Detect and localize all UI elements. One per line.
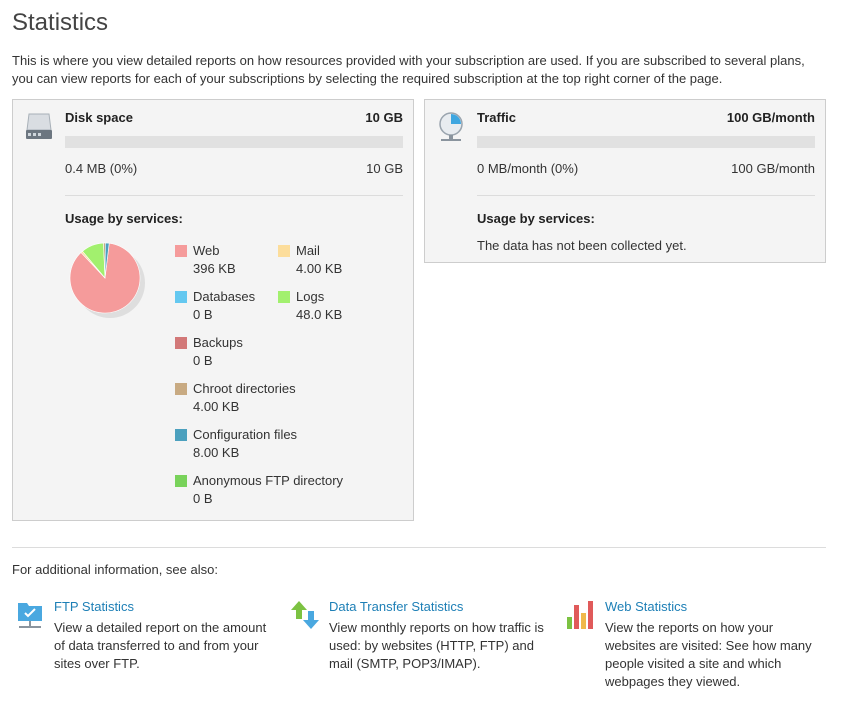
mail-swatch — [278, 245, 290, 257]
disk-used-value: 0.4 MB (0%) — [65, 161, 138, 176]
traffic-gauge-icon — [439, 112, 463, 141]
legend-label: Backups — [193, 335, 243, 350]
ftp-statistics-link[interactable]: FTP Statistics — [54, 599, 134, 614]
disk-usage-pie-chart — [69, 242, 145, 318]
backups-swatch — [175, 337, 187, 349]
disk-usage-by-services-title: Usage by services: — [65, 211, 183, 226]
disk-space-total: 10 GB — [365, 110, 403, 125]
legend-value: 0 B — [193, 353, 213, 368]
legend-value: 0 B — [193, 491, 213, 506]
config-files-swatch — [175, 429, 187, 441]
web-statistics-link[interactable]: Web Statistics — [605, 599, 688, 614]
legend-label: Web — [193, 243, 220, 258]
chroot-swatch — [175, 383, 187, 395]
disk-usage-bar — [65, 136, 403, 148]
legend-value: 4.00 KB — [193, 399, 240, 414]
ftp-statistics-description: View a detailed report on the amount of … — [54, 620, 267, 671]
pie-slice-configuration-files — [104, 242, 110, 279]
data-transfer-statistics-link[interactable]: Data Transfer Statistics — [329, 599, 464, 614]
legend-value: 396 KB — [193, 261, 236, 276]
legend-value: 8.00 KB — [193, 445, 240, 460]
logs-swatch — [278, 291, 290, 303]
see-also-label: For additional information, see also: — [12, 562, 218, 577]
traffic-used-value: 0 MB/month (0%) — [477, 161, 579, 176]
divider — [65, 195, 403, 196]
legend-label: Mail — [296, 243, 320, 258]
ftp-icon — [18, 603, 42, 628]
disk-space-label: Disk space — [65, 110, 133, 125]
web-swatch — [175, 245, 187, 257]
traffic-total: 100 GB/month — [726, 110, 815, 125]
disk-max-value: 10 GB — [366, 161, 403, 176]
traffic-panel: Traffic 100 GB/month 0 MB/month (0%) 100… — [424, 99, 826, 263]
divider — [477, 195, 815, 196]
legend-label: Configuration files — [193, 427, 298, 442]
legend-value: 4.00 KB — [296, 261, 343, 276]
web-stats-icon — [567, 601, 593, 629]
page-intro: This is where you view detailed reports … — [12, 53, 805, 86]
web-statistics-description: View the reports on how your websites ar… — [605, 620, 812, 689]
databases-swatch — [175, 291, 187, 303]
page-title: Statistics — [12, 9, 109, 36]
legend-label: Databases — [193, 289, 256, 304]
traffic-label: Traffic — [477, 110, 517, 125]
legend-label: Logs — [296, 289, 325, 304]
disk-space-panel: Disk space 10 GB 0.4 MB (0%) 10 GB Usage… — [12, 99, 414, 521]
legend-value: 48.0 KB — [296, 307, 343, 322]
data-transfer-icon — [291, 601, 319, 629]
legend-label: Chroot directories — [193, 381, 296, 396]
traffic-max-value: 100 GB/month — [731, 161, 815, 176]
section-divider — [12, 547, 826, 548]
data-transfer-statistics-description: View monthly reports on how traffic is u… — [329, 620, 544, 671]
legend-label: Anonymous FTP directory — [193, 473, 344, 488]
legend-value: 0 B — [193, 307, 213, 322]
traffic-usage-by-services-title: Usage by services: — [477, 211, 595, 226]
anon-ftp-swatch — [175, 475, 187, 487]
traffic-no-data-message: The data has not been collected yet. — [477, 238, 687, 253]
traffic-usage-bar — [477, 136, 815, 148]
disk-drive-icon — [26, 113, 52, 139]
